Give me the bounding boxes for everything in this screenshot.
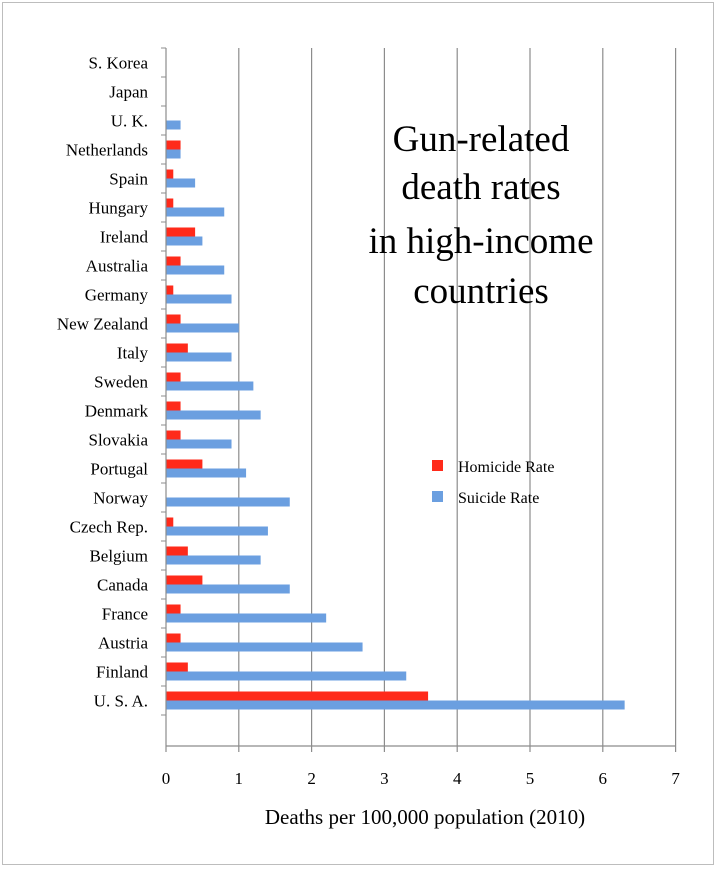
category-label: Spain — [109, 170, 148, 189]
grid-lines — [238, 48, 677, 746]
category-label: Slovakia — [89, 431, 149, 450]
x-tick-labels: 0 1 2 3 4 5 6 7 — [162, 769, 681, 788]
homicide-bar — [166, 343, 188, 353]
suicide-bar — [166, 555, 261, 565]
suicide-bar — [166, 468, 247, 478]
suicide-bar — [166, 265, 225, 275]
category-label: Germany — [85, 286, 149, 305]
homicide-bar — [166, 517, 174, 527]
suicide-bar — [166, 149, 181, 159]
suicide-bar — [166, 497, 290, 507]
category-label: Hungary — [89, 199, 149, 218]
category-label: Netherlands — [66, 141, 148, 160]
category-label: Norway — [93, 489, 148, 508]
category-label: Ireland — [100, 228, 149, 247]
category-labels: S. Korea Japan U. K. Netherlands Spain Hungar… — [57, 54, 149, 711]
suicide-bar — [166, 352, 232, 362]
x-tick-label: 0 — [162, 769, 171, 788]
category-label: Belgium — [89, 547, 148, 566]
category-label: U. K. — [111, 112, 148, 131]
suicide-bar — [166, 671, 407, 681]
chart-title-line: Gun-related — [393, 119, 570, 160]
suicide-bar — [166, 381, 254, 391]
category-label: Canada — [97, 576, 148, 595]
legend-label-suicide: Suicide Rate — [458, 490, 539, 507]
category-label: France — [102, 605, 148, 624]
homicide-bar — [166, 198, 174, 208]
category-label: Denmark — [85, 402, 149, 421]
category-label: New Zealand — [57, 315, 149, 334]
suicide-bar — [166, 236, 203, 246]
homicide-bar — [166, 285, 174, 295]
category-label: Sweden — [94, 373, 148, 392]
category-label: Finland — [96, 663, 148, 682]
homicide-bar — [166, 459, 203, 469]
homicide-bar — [166, 575, 203, 585]
suicide-bar — [166, 410, 261, 420]
homicide-bar — [166, 256, 181, 266]
homicide-bar — [166, 314, 181, 324]
suicide-bar — [166, 178, 196, 188]
x-tick-label: 4 — [453, 769, 462, 788]
homicide-bar — [166, 401, 181, 411]
homicide-bar — [166, 372, 181, 382]
x-tick-label: 1 — [235, 769, 244, 788]
chart-title-line: countries — [413, 271, 549, 312]
suicide-bar — [166, 642, 363, 652]
homicide-bar — [166, 169, 174, 179]
suicide-bar — [166, 120, 181, 130]
legend-label-homicide: Homicide Rate — [458, 459, 554, 476]
legend-swatch-suicide — [432, 491, 443, 502]
chart-title: Gun-related death rates in high-income c… — [368, 119, 593, 312]
x-tick-label: 2 — [307, 769, 316, 788]
category-label: Australia — [86, 257, 149, 276]
suicide-bar — [166, 323, 239, 333]
bars — [166, 120, 625, 710]
x-tick-label: 7 — [671, 769, 680, 788]
suicide-bar — [166, 294, 232, 304]
legend-swatch-homicide — [432, 460, 443, 471]
suicide-bar — [166, 700, 625, 710]
homicide-bar — [166, 546, 188, 556]
x-tick-label: 5 — [526, 769, 535, 788]
x-axis-label: Deaths per 100,000 population (2010) — [265, 805, 585, 829]
category-label: Czech Rep. — [70, 518, 148, 537]
homicide-bar — [166, 691, 429, 701]
legend: Homicide Rate Suicide Rate — [432, 459, 554, 507]
suicide-bar — [166, 207, 225, 217]
homicide-bar — [166, 662, 188, 672]
category-label: Italy — [117, 344, 149, 363]
category-label: Austria — [98, 634, 149, 653]
suicide-bar — [166, 439, 232, 449]
suicide-bar — [166, 526, 268, 536]
chart-title-line: death rates — [401, 167, 560, 208]
chart-title-line: in high-income — [368, 221, 593, 262]
category-label: S. Korea — [89, 54, 149, 73]
homicide-bar — [166, 227, 196, 237]
x-tick-label: 6 — [599, 769, 608, 788]
homicide-bar — [166, 140, 181, 150]
homicide-bar — [166, 604, 181, 614]
axes — [161, 47, 677, 752]
homicide-bar — [166, 430, 181, 440]
homicide-bar — [166, 633, 181, 643]
suicide-bar — [166, 584, 290, 594]
category-label: Portugal — [90, 460, 148, 479]
category-label: Japan — [109, 83, 148, 102]
suicide-bar — [166, 613, 327, 623]
category-label: U. S. A. — [94, 692, 148, 711]
x-tick-label: 3 — [380, 769, 389, 788]
